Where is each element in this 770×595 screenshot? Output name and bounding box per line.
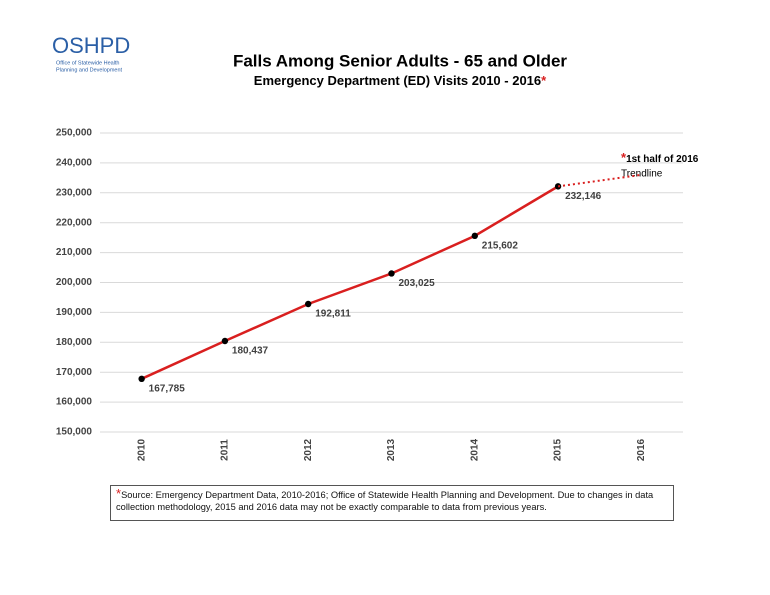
y-tick-label: 200,000 [56,277,93,288]
y-tick-label: 230,000 [56,187,93,198]
y-tick-label: 160,000 [56,397,93,408]
point [471,232,478,240]
annotation-title-text: 1st half of 2016 [626,154,699,165]
y-tick-label: 220,000 [56,217,93,228]
y-tick-label: 190,000 [56,307,93,318]
subtitle-mark: * [541,73,547,88]
data-label: 167,785 [149,383,186,394]
footnote-text: Source: Emergency Department Data, 2010-… [116,490,654,512]
footnote-mark: * [116,486,122,501]
logo-line: Office of Statewide Health [56,60,120,66]
y-tick-label: 250,000 [56,128,93,139]
annotation-title: *1st half of 2016 [621,150,699,165]
series-line [141,185,559,380]
logo-name: OSHPD [52,33,130,58]
y-tick-label: 170,000 [56,367,93,378]
data-label: 215,602 [482,240,519,251]
x-tick-label: 2010 [136,438,147,461]
x-tick-label: 2011 [220,439,231,461]
logo-line: Planning and Development [56,67,123,73]
data-label: 192,811 [315,309,351,320]
chart-title: Falls Among Senior Adults - 65 and Older [233,51,567,70]
x-tick-label: 2013 [386,438,397,461]
data-label: 203,025 [399,278,436,289]
trendline [557,173,642,188]
x-tick-label: 2015 [553,438,564,461]
point [305,300,312,308]
point [138,375,145,383]
y-tick-label: 240,000 [56,158,93,169]
y-tick-label: 150,000 [56,427,93,438]
y-tick-label: 180,000 [56,337,93,348]
x-tick-label: 2014 [469,438,480,461]
x-tick-label: 2012 [303,438,314,461]
data-label: 180,437 [232,346,269,357]
annotation-mark: * [621,150,627,165]
point [221,337,229,345]
chart-subtitle: Emergency Department (ED) Visits 2010 - … [254,73,547,88]
annotation-text: Trendline [621,169,663,180]
x-tick-label: 2016 [636,438,647,461]
footnote: *Source: Emergency Department Data, 2010… [110,485,674,521]
subtitle-text: Emergency Department (ED) Visits 2010 - … [254,73,541,88]
point [388,270,395,277]
data-label: 232,146 [565,191,602,202]
y-tick-label: 210,000 [56,247,93,258]
